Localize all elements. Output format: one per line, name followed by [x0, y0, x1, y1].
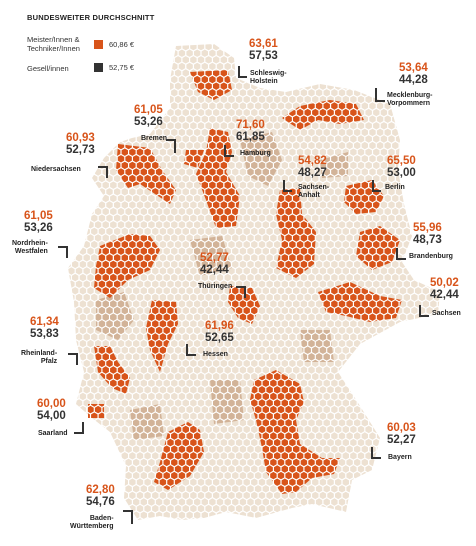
- state-name-hh: Hamburg: [240, 150, 271, 157]
- state-name-sl: Saarland: [38, 430, 68, 437]
- state-value-mv: 53,64 44,28: [399, 62, 428, 86]
- bracket-sl: [74, 422, 84, 434]
- bracket-bw: [123, 510, 133, 524]
- bracket-by: [371, 447, 381, 459]
- state-value-hh: 71,60 61,85: [236, 119, 265, 143]
- bracket-he: [186, 344, 196, 356]
- state-value-bw: 62,80 54,76: [86, 484, 115, 508]
- state-value-sh: 63,61 57,53: [249, 38, 278, 62]
- legend-gesell-label: Gesell/innen: [27, 64, 69, 73]
- bracket-st: [283, 180, 292, 192]
- bracket-th: [236, 286, 246, 298]
- legend-meister-swatch: [94, 40, 103, 49]
- bracket-nw: [58, 246, 68, 258]
- state-name-ni: Niedersachsen: [31, 166, 81, 173]
- state-value-by: 60,03 52,27: [387, 422, 416, 446]
- state-name-bb: Brandenburg: [409, 253, 453, 260]
- state-name-by: Bayern: [388, 454, 412, 461]
- bracket-hb: [166, 139, 176, 153]
- state-name-nw: Nordrhein- Westfalen: [12, 240, 48, 255]
- state-value-st: 54,82 48,27: [298, 155, 327, 179]
- state-value-th: 52,77 42,44: [200, 252, 229, 276]
- state-value-ni: 60,93 52,73: [66, 132, 95, 156]
- bracket-ni: [98, 166, 108, 178]
- state-name-he: Hessen: [203, 351, 228, 358]
- state-value-sl: 60,00 54,00: [37, 398, 66, 422]
- state-name-st: Sachsen- Anhalt: [298, 184, 330, 199]
- hex-base-cells: [68, 44, 440, 520]
- state-value-he: 61,96 52,65: [205, 320, 234, 344]
- state-name-hb: Bremen: [141, 135, 168, 142]
- bracket-sh: [238, 66, 247, 78]
- bracket-bb: [396, 248, 406, 260]
- state-name-sh: Schleswig- Holstein: [250, 70, 287, 85]
- state-value-hb: 61,05 53,26: [134, 104, 163, 128]
- state-value-bb: 55,96 48,73: [413, 222, 442, 246]
- bracket-rp: [68, 353, 78, 365]
- bracket-sn: [419, 305, 429, 317]
- state-name-be: Berlin: [385, 184, 405, 191]
- legend-gesell-swatch: [94, 63, 103, 72]
- state-name-sn: Sachsen: [432, 310, 461, 317]
- state-name-bw: Baden- Württemberg: [70, 515, 114, 530]
- bracket-hh: [224, 145, 234, 157]
- state-value-sn: 50,02 42,44: [430, 277, 459, 301]
- state-value-be: 65,50 53,00: [387, 155, 416, 179]
- legend-meister-value: 60,86 €: [109, 40, 135, 49]
- legend-title: BUNDESWEITER DURCHSCHNITT: [27, 13, 155, 22]
- state-name-rp: Rheinland- Pfalz: [21, 350, 58, 365]
- state-name-th: Thüringen: [198, 283, 233, 290]
- legend-gesell-value: 52,75 €: [109, 63, 135, 72]
- state-value-nw: 61,05 53,26: [24, 210, 53, 234]
- state-value-rp: 61,34 53,83: [30, 316, 59, 340]
- bracket-be: [372, 180, 381, 192]
- legend-meister-label: Meister/Innen & Techniker/Innen: [27, 35, 80, 53]
- state-name-mv: Mecklenburg- Vorpommern: [387, 92, 433, 107]
- bracket-mv: [375, 88, 385, 102]
- hex-grid-base: [68, 44, 440, 520]
